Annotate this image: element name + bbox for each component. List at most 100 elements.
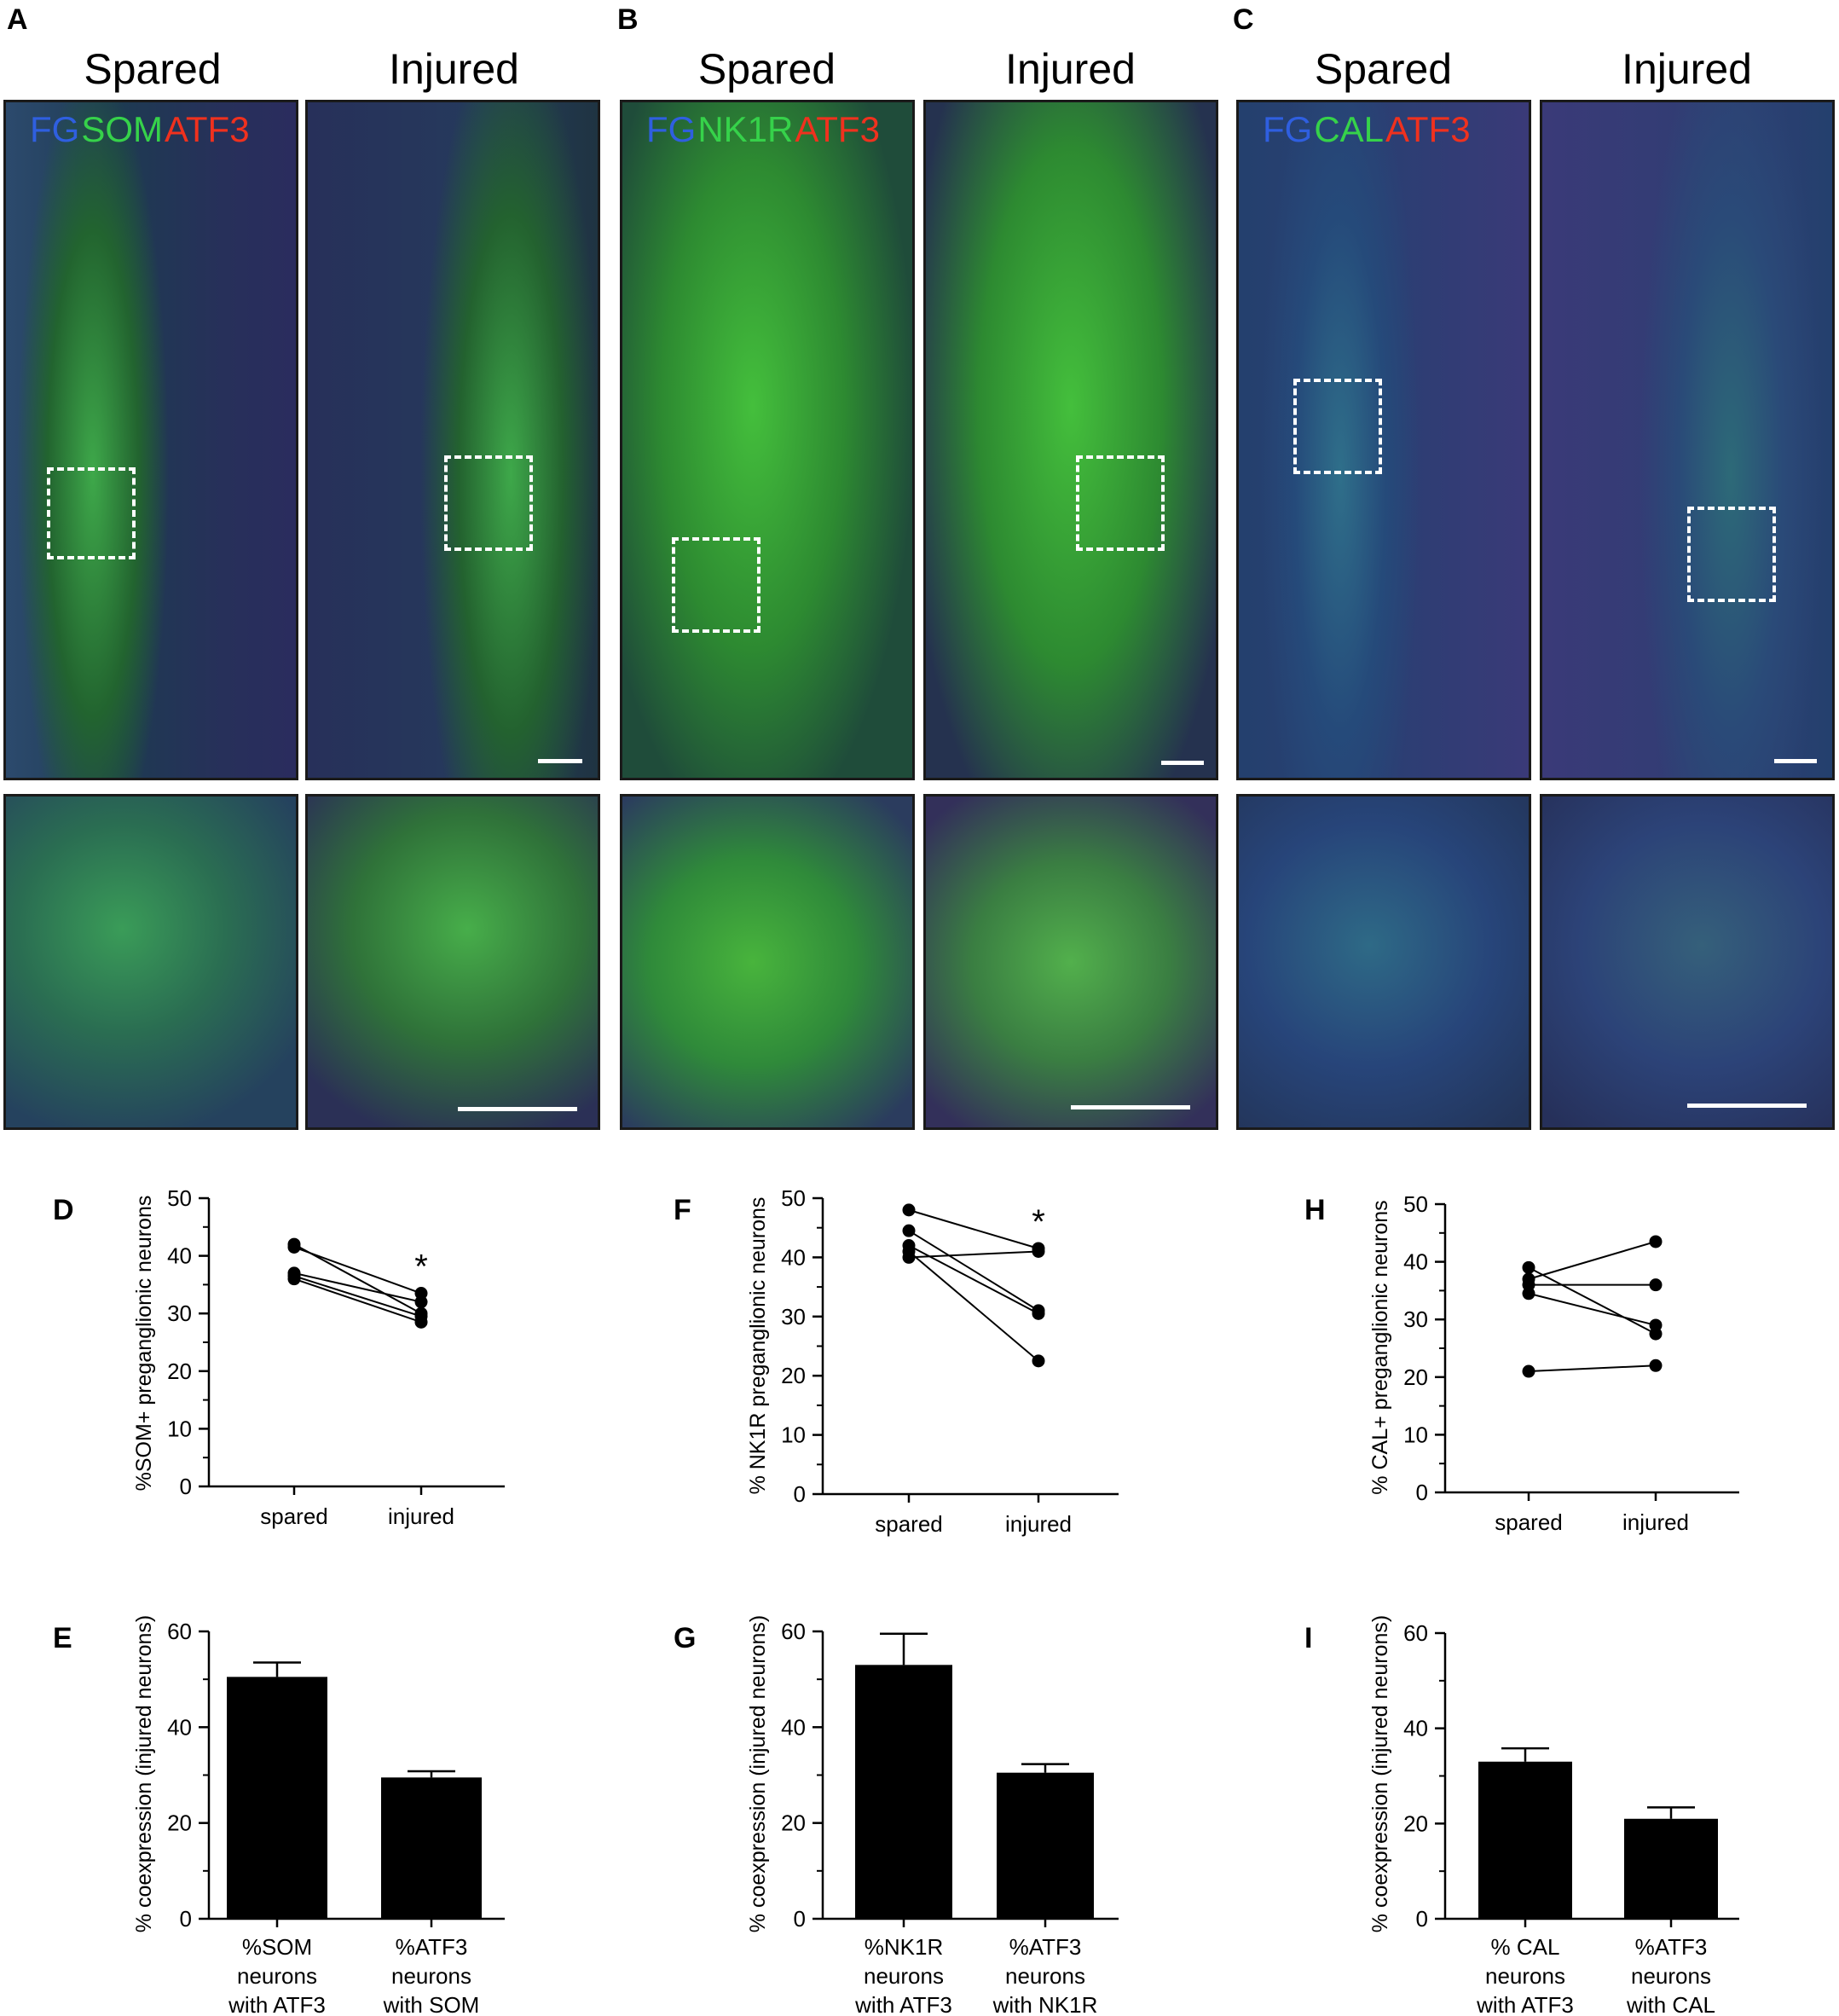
roi-box: [1076, 455, 1165, 551]
x-tick-label-line: %NK1R: [865, 1934, 943, 1960]
y-tick-label-g: 60: [781, 1619, 806, 1644]
panel-letter-e: E: [53, 1622, 72, 1654]
y-tick-label-h: 0: [1416, 1480, 1428, 1505]
micrograph-c-injured: [1540, 100, 1835, 780]
scale-bar: [1071, 1105, 1190, 1109]
micrograph-c-spared-zoom: [1236, 794, 1531, 1130]
significance-mark-f: *: [1032, 1203, 1045, 1241]
roi-box: [1293, 379, 1382, 474]
y-tick-label-f: 30: [781, 1304, 806, 1330]
micrograph-a-injured: [305, 100, 600, 780]
significance-mark-d: *: [414, 1248, 428, 1286]
y-tick-label-f: 20: [781, 1363, 806, 1388]
y-tick-label-f: 0: [794, 1481, 806, 1507]
x-tick-label-i: % CAL neurons with ATF3: [1476, 1934, 1574, 2016]
x-tick-label-line: neurons: [1005, 1963, 1085, 1989]
x-tick-label-line: %SOM: [242, 1934, 312, 1960]
data-point-f-1-0: [902, 1224, 916, 1237]
x-tick-label-f: injured: [1005, 1511, 1072, 1537]
scale-bar: [1687, 1104, 1807, 1108]
x-tick-label-line: % CAL: [1491, 1934, 1560, 1960]
data-point-d-4-1: [414, 1315, 428, 1329]
column-title-c-spared: Spared: [1314, 45, 1453, 93]
stain-label-a: FGSOMATF3: [30, 109, 252, 150]
y-tick-label-d: 50: [167, 1185, 192, 1211]
x-tick-label-i: %ATF3 neurons with CAL: [1626, 1934, 1715, 2016]
roi-box: [1687, 507, 1776, 602]
x-tick-label-g: %ATF3 neurons with NK1R: [992, 1934, 1098, 2016]
x-tick-label-line: %ATF3: [1635, 1934, 1708, 1960]
y-tick-label-e: 60: [167, 1619, 192, 1644]
y-tick-label-h: 10: [1403, 1422, 1428, 1447]
x-tick-label-line: neurons: [1631, 1963, 1711, 1989]
data-point-f-2-1: [1032, 1306, 1045, 1320]
x-tick-label-line: with ATF3: [854, 1992, 952, 2016]
y-tick-label-f: 10: [781, 1422, 806, 1448]
y-tick-label-d: 0: [180, 1474, 192, 1499]
scale-bar: [1161, 761, 1204, 765]
y-tick-label-g: 40: [781, 1714, 806, 1740]
data-point-h-4-1: [1649, 1358, 1663, 1372]
series-line-h-4: [1528, 1364, 1657, 1373]
series-line-d-1: [293, 1246, 422, 1295]
x-tick-label-d: injured: [388, 1503, 454, 1529]
y-tick-label-i: 0: [1416, 1906, 1428, 1932]
panel-letter-c: C: [1233, 3, 1254, 36]
roi-box: [47, 467, 136, 559]
y-tick-label-h: 30: [1403, 1306, 1428, 1332]
x-tick-label-e: %SOM neurons with ATF3: [228, 1934, 326, 2016]
data-point-h-4-0: [1522, 1364, 1535, 1378]
data-point-d-1-0: [287, 1240, 301, 1254]
data-point-f-4-0: [902, 1250, 916, 1264]
micrograph-b-injured-zoom: [923, 794, 1218, 1130]
scale-bar: [1774, 759, 1817, 763]
micrograph-b-injured: [923, 100, 1218, 780]
micrograph-a-spared: FGSOMATF3: [3, 100, 298, 780]
column-title-a-spared: Spared: [84, 45, 222, 93]
y-tick-label-d: 20: [167, 1358, 192, 1384]
x-tick-label-e: %ATF3 neurons with SOM: [383, 1934, 480, 2016]
y-tick-label-d: 40: [167, 1243, 192, 1269]
series-line-f-0: [908, 1208, 1039, 1249]
micrograph-c-spared: FGCALATF3: [1236, 100, 1531, 780]
scale-bar: [538, 759, 582, 763]
x-tick-label-line: with CAL: [1626, 1992, 1715, 2016]
column-title-b-injured: Injured: [1005, 45, 1136, 93]
roi-box: [672, 537, 760, 633]
column-title-a-injured: Injured: [389, 45, 519, 93]
data-point-h-1-1: [1649, 1235, 1663, 1248]
micrograph-a-spared-zoom: [3, 794, 298, 1130]
roi-box: [444, 455, 533, 551]
panel-letter-b: B: [617, 3, 639, 36]
stain-fg-label: FG: [1263, 109, 1313, 149]
panel-letter-a: A: [7, 3, 28, 36]
column-title-b-spared: Spared: [697, 45, 836, 93]
stain-marker-label: NK1R: [697, 109, 794, 149]
panel-letter-h: H: [1304, 1194, 1326, 1226]
series-line-d-0: [293, 1243, 422, 1315]
y-tick-label-d: 10: [167, 1416, 192, 1441]
y-tick-label-g: 0: [794, 1906, 806, 1932]
data-point-d-2-1: [414, 1295, 428, 1309]
panel-letter-g: G: [674, 1622, 696, 1654]
series-line-d-4: [293, 1277, 422, 1324]
y-tick-label-h: 20: [1403, 1364, 1428, 1390]
y-tick-label-i: 40: [1403, 1716, 1428, 1741]
data-point-h-3-0: [1522, 1287, 1535, 1301]
x-tick-label-line: neurons: [237, 1963, 317, 1989]
data-point-f-4-1: [1032, 1244, 1045, 1258]
x-tick-label-d: spared: [260, 1503, 328, 1529]
x-tick-label-line: neurons: [391, 1963, 471, 1989]
data-point-h-0-0: [1522, 1260, 1535, 1274]
y-axis-label-i: % coexpression (injured neurons): [1368, 1615, 1392, 1932]
x-tick-label-line: with SOM: [383, 1992, 480, 2016]
series-line-f-4: [908, 1250, 1039, 1259]
micrograph-a-injured-zoom: [305, 794, 600, 1130]
data-point-h-3-1: [1649, 1318, 1663, 1332]
bar-g-0: [855, 1665, 952, 1919]
series-line-h-3: [1528, 1292, 1657, 1326]
series-line-f-1: [908, 1230, 1039, 1312]
column-title-c-injured: Injured: [1622, 45, 1752, 93]
y-tick-label-e: 40: [167, 1714, 192, 1740]
